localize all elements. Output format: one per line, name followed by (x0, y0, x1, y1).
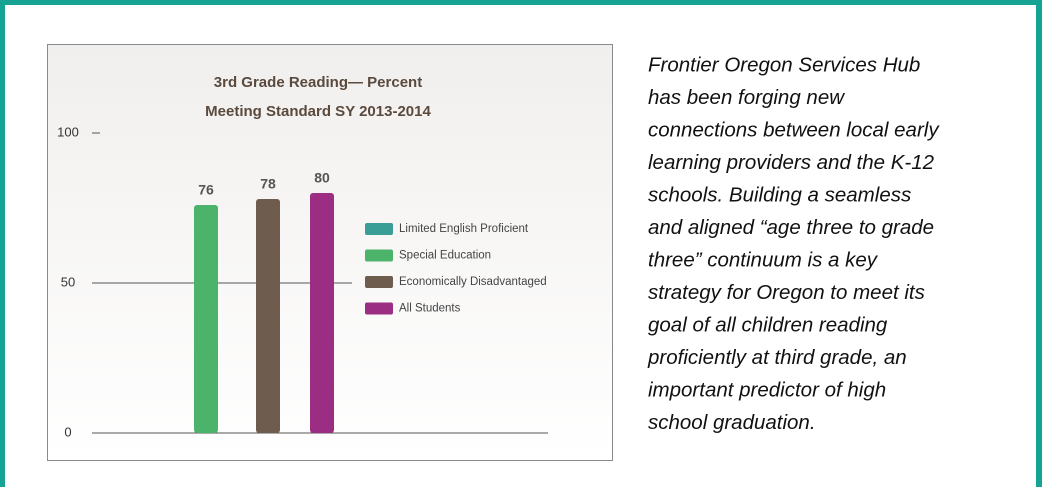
paragraph-line: goal of all children reading (648, 313, 888, 336)
paragraph-line: Frontier Oregon Services Hub (648, 53, 920, 76)
legend-swatch (365, 223, 393, 235)
legend-swatch (365, 302, 393, 315)
chart: 3rd Grade Reading— Percent Meeting Standa… (57, 74, 548, 439)
legend-label: Limited English Proficient (399, 223, 529, 235)
paragraph-line: proficiently at third grade, an (647, 346, 907, 369)
paragraph-line: strategy for Oregon to meet its (648, 281, 925, 304)
legend-swatch (365, 276, 393, 288)
chart-title: Meeting Standard SY 2013-2014 (205, 103, 431, 120)
frame-top (0, 0, 1042, 5)
paragraph-line: school graduation. (648, 411, 816, 434)
paragraph-line: connections between local early (648, 118, 940, 141)
data-label: 78 (260, 176, 276, 192)
frame-left (0, 0, 5, 487)
legend-label: Special Education (399, 250, 491, 262)
paragraph-line: learning providers and the K-12 (648, 151, 935, 174)
paragraph-line: and aligned “age three to grade (648, 216, 934, 239)
bar (256, 199, 280, 433)
legend-swatch (365, 249, 393, 262)
data-label: 80 (314, 170, 330, 186)
y-tick-label: 0 (64, 424, 71, 439)
legend-label: All Students (399, 303, 461, 315)
frame-right (1036, 0, 1042, 487)
y-tick-label: 100 (57, 124, 79, 139)
y-tick-label: 50 (61, 274, 75, 289)
paragraph-line: three” continuum is a key (648, 248, 879, 271)
paragraph-line: has been forging new (648, 86, 845, 109)
legend-label: Economically Disadvantaged (399, 276, 547, 288)
paragraph: Frontier Oregon Services Hub has been for… (647, 53, 940, 434)
paragraph-line: important predictor of high (648, 378, 886, 401)
bar (194, 205, 218, 433)
data-label: 76 (198, 182, 214, 198)
paragraph-line: schools. Building a seamless (648, 183, 911, 206)
chart-title: 3rd Grade Reading— Percent (214, 74, 422, 91)
bar (310, 193, 334, 433)
